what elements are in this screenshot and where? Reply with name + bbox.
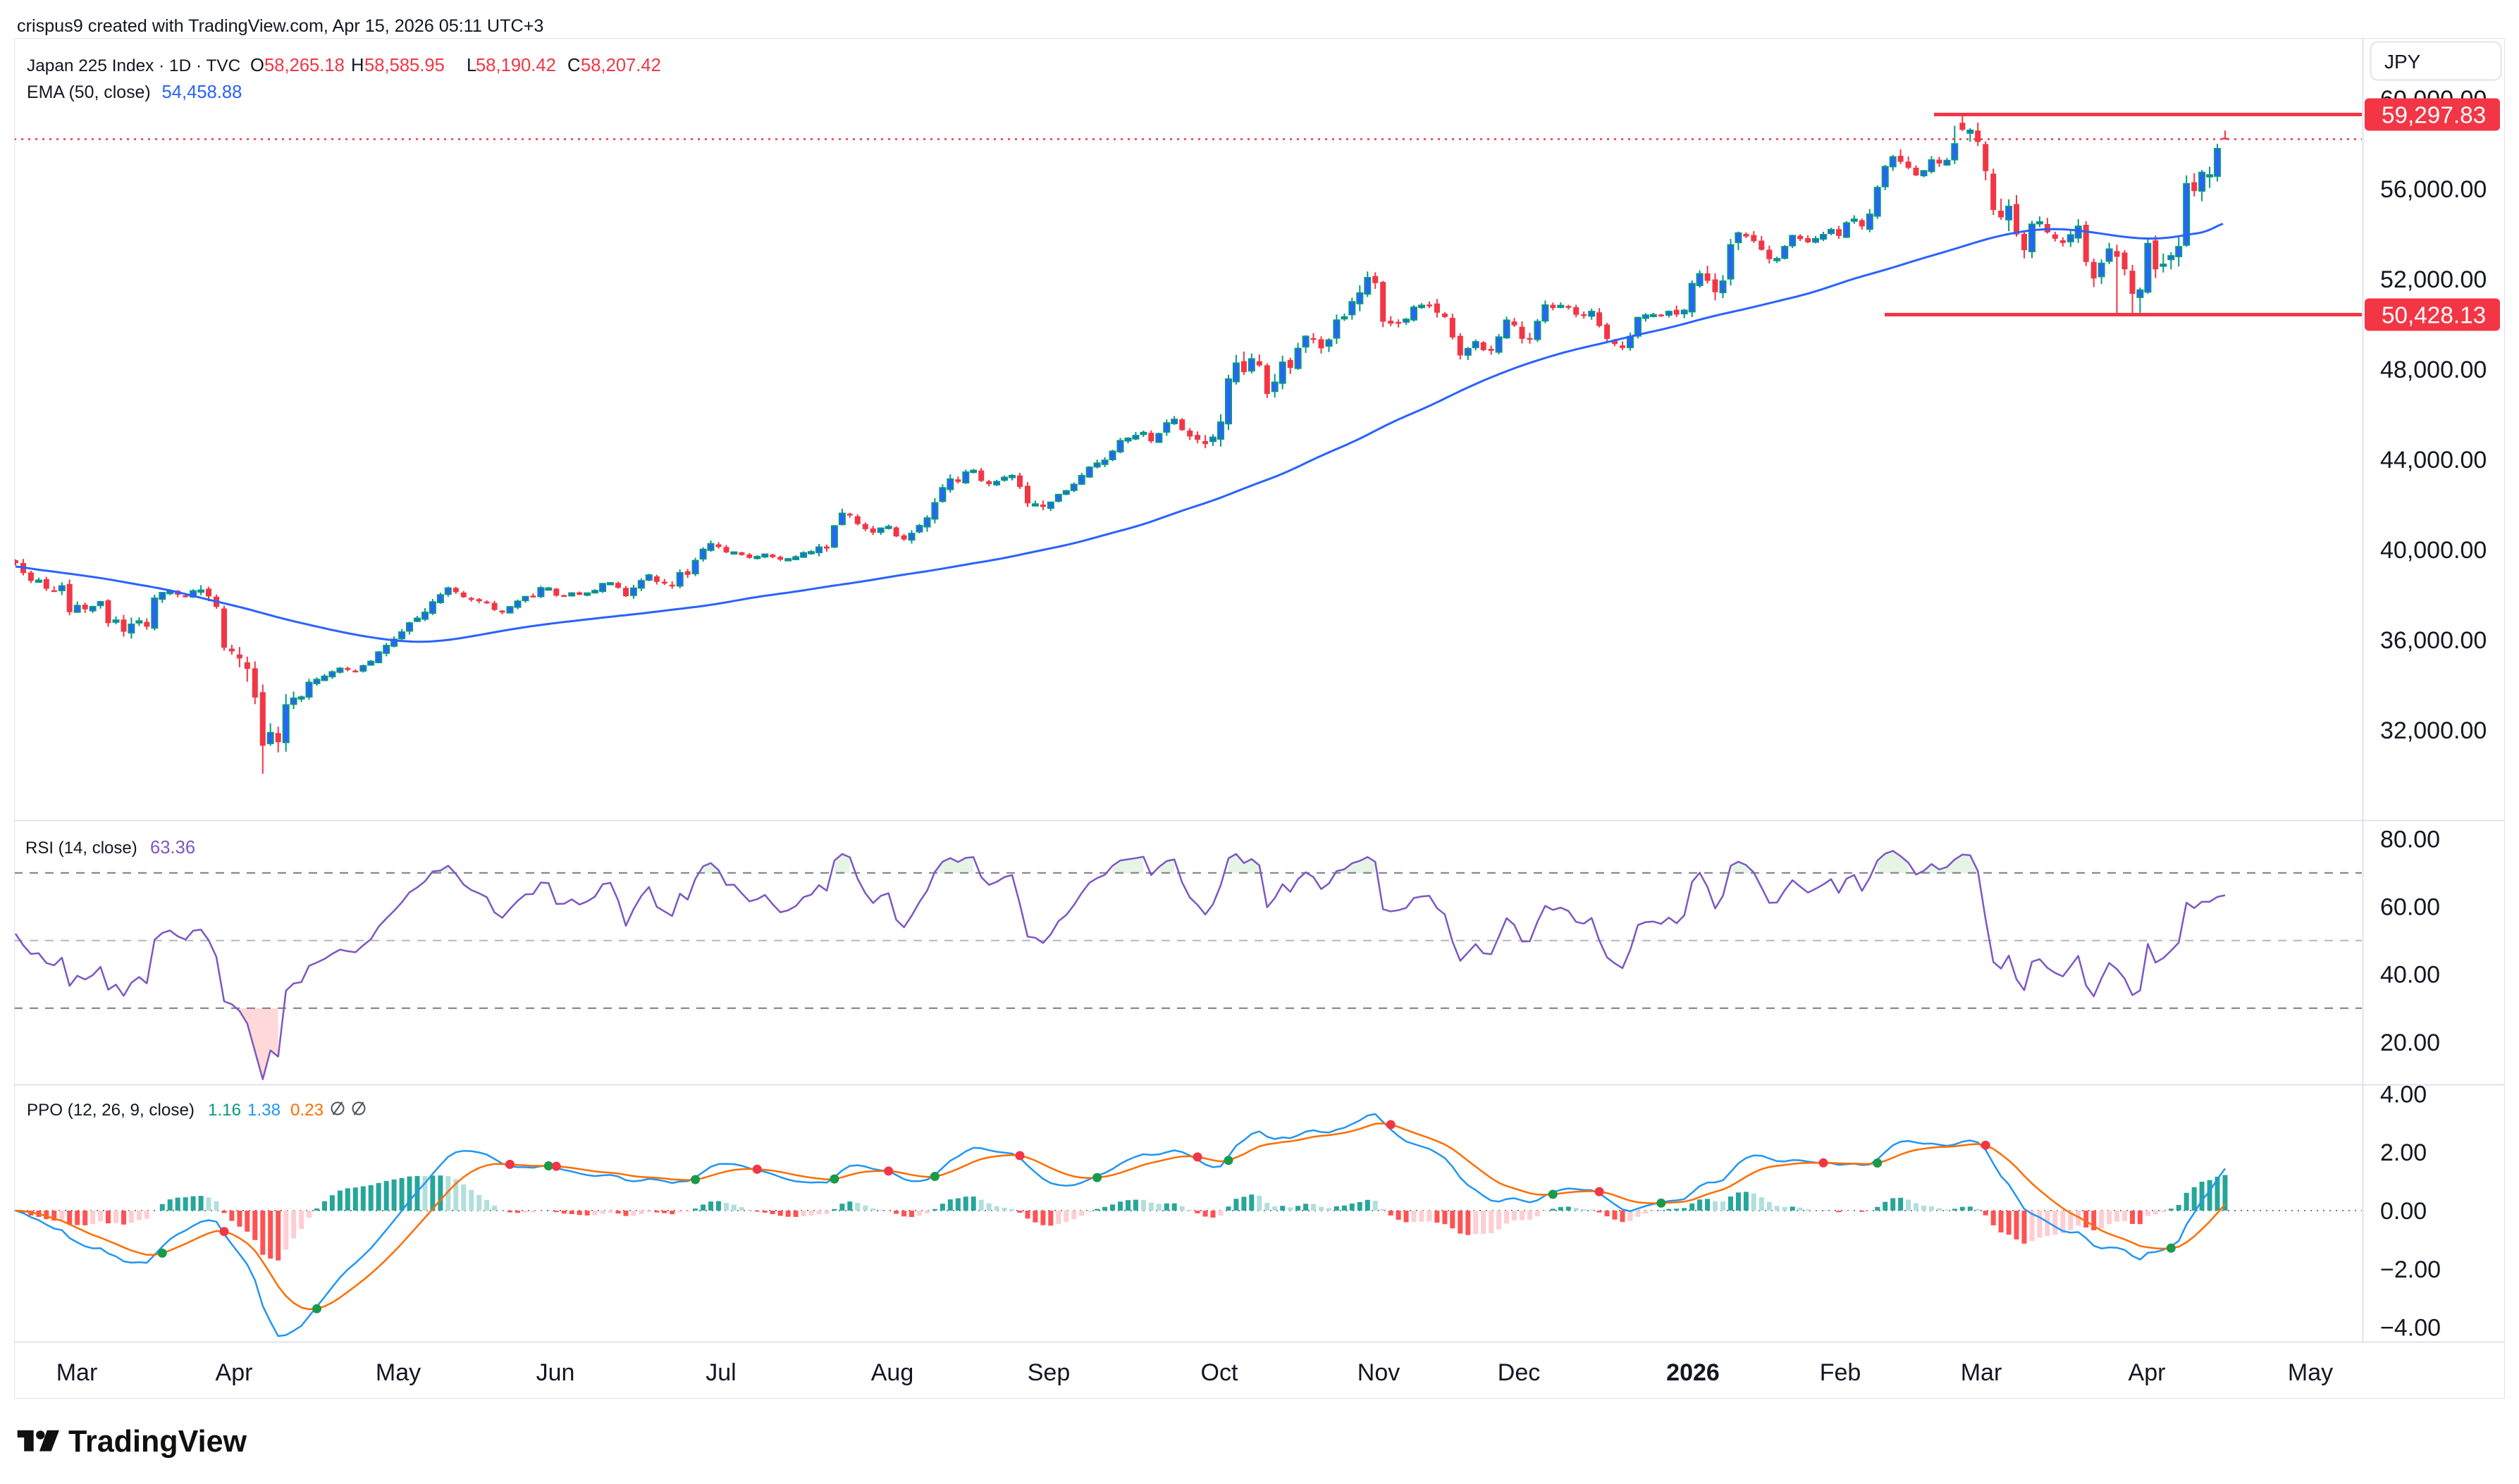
svg-text:80.00: 80.00 (2380, 827, 2440, 853)
svg-text:40,000.00: 40,000.00 (2380, 537, 2487, 564)
svg-text:36,000.00: 36,000.00 (2380, 627, 2487, 654)
svg-text:Feb: Feb (1820, 1359, 1861, 1386)
svg-text:TradingView: TradingView (68, 1425, 247, 1459)
svg-text:2026: 2026 (1666, 1359, 1720, 1386)
svg-text:−4.00: −4.00 (2380, 1315, 2441, 1342)
svg-text:Oct: Oct (1201, 1359, 1238, 1386)
svg-text:44,000.00: 44,000.00 (2380, 447, 2487, 474)
svg-text:0.00: 0.00 (2380, 1198, 2427, 1225)
svg-text:Jun: Jun (536, 1359, 575, 1386)
svg-text:PPO (12, 26, 9, close)1.161.38: PPO (12, 26, 9, close) 1.16 1.38 0.23 (27, 1101, 324, 1120)
svg-text:RSI (14, close)63.36: RSI (14, close) 63.36 (25, 838, 195, 858)
svg-text:59,297.83: 59,297.83 (2382, 103, 2486, 129)
svg-text:2.00: 2.00 (2380, 1139, 2427, 1166)
svg-text:Mar: Mar (1961, 1359, 2002, 1386)
svg-text:JPY: JPY (2384, 51, 2421, 73)
svg-text:May: May (2288, 1359, 2333, 1386)
svg-text:50,428.13: 50,428.13 (2382, 303, 2486, 329)
svg-text:Apr: Apr (2129, 1359, 2166, 1386)
svg-text:20.00: 20.00 (2380, 1029, 2440, 1056)
svg-text:Sep: Sep (1028, 1359, 1071, 1386)
svg-text:Japan 225 Index · 1D · TVC: Japan 225 Index · 1D · TVC (27, 56, 240, 75)
svg-text:−2.00: −2.00 (2380, 1256, 2441, 1283)
svg-text:4.00: 4.00 (2380, 1082, 2427, 1108)
svg-text:Apr: Apr (216, 1359, 253, 1386)
svg-text:40.00: 40.00 (2380, 962, 2440, 989)
svg-text:Aug: Aug (871, 1359, 914, 1386)
svg-text:60.00: 60.00 (2380, 894, 2440, 921)
svg-text:Dec: Dec (1498, 1359, 1540, 1386)
svg-text:52,000.00: 52,000.00 (2380, 266, 2487, 293)
svg-text:56,000.00: 56,000.00 (2380, 176, 2487, 203)
svg-text:Jul: Jul (706, 1359, 736, 1386)
svg-text:EMA (50, close)54,458.88: EMA (50, close) 54,458.88 (27, 82, 242, 102)
svg-text:Mar: Mar (56, 1359, 98, 1386)
svg-text:crispus9 created with TradingV: crispus9 created with TradingView.com, A… (17, 16, 543, 36)
svg-text:Nov: Nov (1357, 1359, 1400, 1386)
svg-text:May: May (376, 1359, 421, 1386)
svg-text:32,000.00: 32,000.00 (2380, 717, 2487, 744)
svg-text:48,000.00: 48,000.00 (2380, 357, 2487, 383)
